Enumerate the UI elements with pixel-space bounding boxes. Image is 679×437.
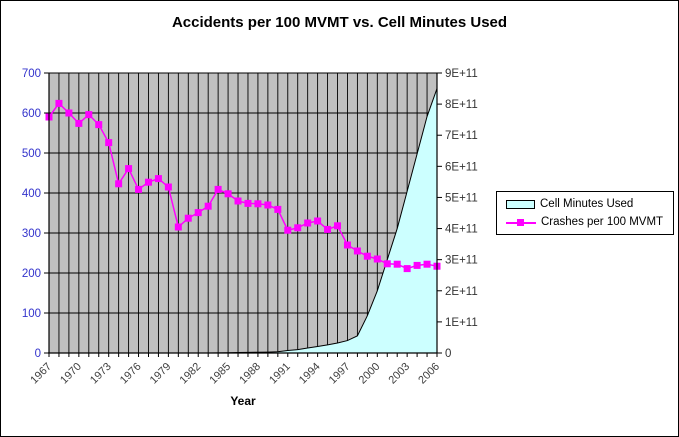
right-axis-tick-label: 5E+11: [445, 192, 478, 204]
left-axis-tick-label: 400: [22, 188, 41, 200]
crash-marker: [264, 201, 272, 209]
crash-marker: [334, 222, 342, 230]
crash-marker: [85, 111, 93, 119]
crash-marker: [214, 185, 222, 193]
right-axis-tick-label: 2E+11: [445, 286, 478, 298]
x-axis-year-label: 1994: [297, 361, 323, 387]
x-axis-year-label: 1988: [237, 361, 263, 387]
crash-marker: [254, 200, 262, 208]
crash-marker: [403, 265, 411, 273]
left-axis-tick-label: 200: [22, 268, 41, 280]
crash-marker: [234, 197, 242, 205]
x-axis-year-label: 1976: [118, 361, 144, 387]
right-axis-tick-label: 6E+11: [445, 161, 478, 173]
right-axis-tick-label: 0: [445, 348, 451, 360]
crash-marker: [314, 217, 322, 225]
crash-marker: [373, 255, 381, 263]
x-axis-title: Year: [230, 394, 256, 408]
crash-marker: [135, 185, 143, 193]
legend-item-cell-minutes: Cell Minutes Used: [506, 198, 673, 210]
area-swatch-icon: [506, 199, 535, 209]
legend: Cell Minutes Used Crashes per 100 MVMT: [496, 191, 674, 235]
right-axis-tick-label: 8E+11: [445, 99, 478, 111]
x-axis-year-label: 1973: [88, 361, 114, 387]
legend-item-crashes: Crashes per 100 MVMT: [506, 216, 673, 228]
x-axis-year-label: 1982: [178, 361, 204, 387]
left-axis-tick-label: 700: [22, 68, 41, 80]
x-axis-year-label: 1967: [28, 361, 54, 387]
crash-marker: [304, 219, 312, 227]
crash-marker: [324, 225, 332, 233]
left-axis-tick-label: 300: [22, 228, 41, 240]
crash-marker: [363, 252, 371, 260]
left-axis-tick-label: 600: [22, 108, 41, 120]
crash-marker: [393, 260, 401, 268]
chart-title: Accidents per 100 MVMT vs. Cell Minutes …: [171, 14, 508, 31]
square-marker-icon: [517, 218, 524, 226]
crash-marker: [204, 202, 212, 210]
line-marker-swatch-icon: [506, 218, 536, 227]
left-axis-tick-label: 0: [35, 348, 41, 360]
crash-marker: [95, 121, 103, 129]
x-axis-year-label: 1985: [207, 361, 233, 387]
crash-marker: [125, 165, 133, 173]
crash-marker: [284, 226, 292, 234]
crash-marker: [194, 209, 202, 217]
crash-marker: [144, 178, 152, 186]
x-axis-year-label: 2003: [386, 361, 412, 387]
x-axis-year-label: 1991: [267, 361, 293, 387]
left-axis-tick-label: 100: [22, 308, 41, 320]
crash-marker: [423, 260, 431, 268]
right-axis-tick-label: 4E+11: [445, 224, 478, 236]
right-axis-tick-label: 3E+11: [445, 255, 478, 267]
crash-marker: [294, 224, 302, 232]
right-axis-tick-label: 7E+11: [445, 130, 478, 142]
crash-marker: [164, 183, 172, 191]
crash-marker: [55, 99, 63, 107]
x-axis-year-label: 1997: [327, 361, 353, 387]
crash-marker: [174, 223, 182, 231]
crash-marker: [413, 261, 421, 269]
crash-marker: [353, 247, 361, 255]
crash-marker: [383, 260, 391, 268]
x-axis-year-label: 2006: [416, 361, 442, 387]
crash-marker: [343, 241, 351, 249]
right-axis-tick-label: 1E+11: [445, 317, 478, 329]
crashes-line: [48, 102, 438, 270]
legend-label-cell-minutes: Cell Minutes Used: [540, 198, 634, 210]
crash-marker: [115, 180, 123, 188]
crash-marker: [105, 139, 113, 147]
crash-marker: [65, 109, 73, 117]
x-axis-year-label: 2000: [357, 361, 383, 387]
x-axis-year-label: 1979: [148, 361, 174, 387]
crash-marker: [244, 199, 252, 207]
right-axis-tick-label: 9E+11: [445, 68, 478, 80]
crash-marker: [184, 214, 192, 222]
left-axis-tick-label: 500: [22, 148, 41, 160]
crash-marker: [224, 190, 232, 198]
x-axis-year-label: 1970: [58, 361, 84, 387]
crash-marker: [75, 119, 83, 127]
crash-marker: [274, 205, 282, 213]
legend-label-crashes: Crashes per 100 MVMT: [541, 216, 664, 228]
crash-marker: [154, 175, 162, 183]
